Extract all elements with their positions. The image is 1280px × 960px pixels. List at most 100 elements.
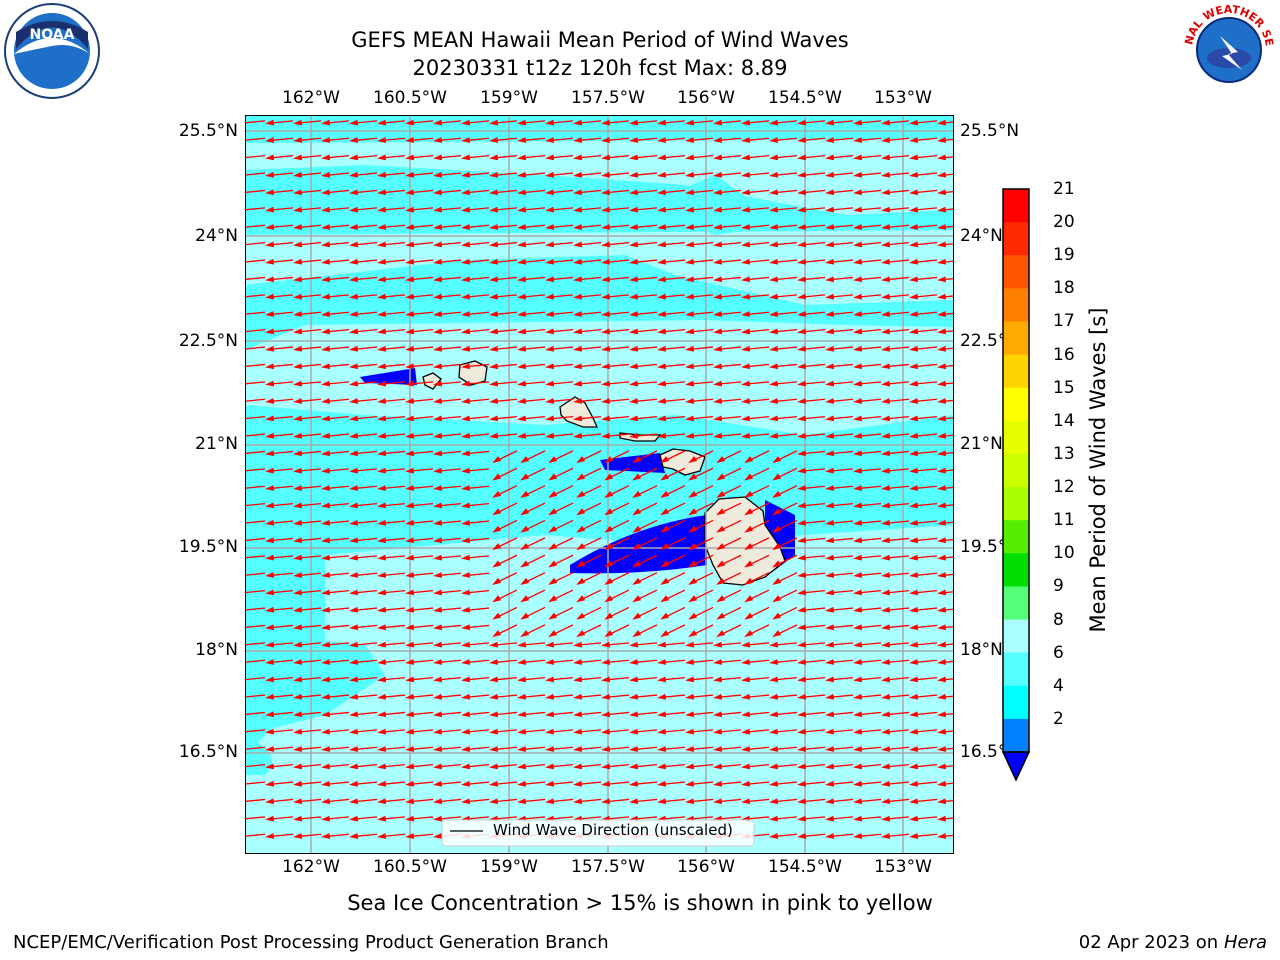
direction-arrowhead xyxy=(716,577,726,585)
direction-arrow xyxy=(245,659,266,663)
colorbar-block xyxy=(1003,718,1029,753)
direction-arrowhead xyxy=(293,189,303,196)
direction-arrow xyxy=(245,711,266,716)
direction-arrowhead xyxy=(517,659,527,665)
direction-arrowhead xyxy=(489,171,499,178)
direction-arrowhead xyxy=(573,398,583,404)
direction-arrowhead xyxy=(461,624,471,631)
colorbar-block xyxy=(1003,255,1029,289)
lon-tick-top: 154.5°W xyxy=(768,88,842,108)
direction-arrowhead xyxy=(909,537,919,544)
direction-arrowhead xyxy=(377,241,387,248)
direction-arrowhead xyxy=(685,154,695,161)
direction-arrowhead xyxy=(797,467,807,474)
direction-arrowhead xyxy=(797,641,807,648)
direction-arrowhead xyxy=(769,693,779,700)
direction-arrowhead xyxy=(937,345,947,352)
direction-arrowhead xyxy=(937,398,947,404)
direction-arrowhead xyxy=(489,189,499,196)
direction-arrowhead xyxy=(772,490,782,498)
direction-arrowhead xyxy=(909,345,919,352)
direction-arrowhead xyxy=(881,815,891,822)
direction-arrowhead xyxy=(517,363,527,370)
direction-arrowhead xyxy=(657,746,667,752)
direction-arrowhead xyxy=(909,711,919,718)
direction-arrowhead xyxy=(349,728,359,735)
direction-arrowhead xyxy=(629,258,639,265)
colorbar-block xyxy=(1003,189,1029,223)
direction-arrowhead xyxy=(632,473,642,481)
direction-arrowhead xyxy=(657,276,667,283)
direction-arrowhead xyxy=(321,624,331,631)
direction-arrowhead xyxy=(545,171,555,178)
direction-arrowhead xyxy=(660,630,670,638)
direction-arrow xyxy=(245,120,266,124)
direction-arrowhead xyxy=(744,630,754,638)
direction-arrowhead xyxy=(405,206,415,213)
direction-arrowhead xyxy=(825,276,835,283)
direction-arrowhead xyxy=(741,641,751,648)
direction-arrowhead xyxy=(881,746,891,752)
direction-arrow xyxy=(245,276,266,281)
direction-arrowhead xyxy=(433,485,443,491)
direction-arrowhead xyxy=(769,833,779,839)
direction-arrowhead xyxy=(433,780,443,787)
direction-arrowhead xyxy=(881,224,891,230)
direction-arrowhead xyxy=(769,746,779,752)
direction-arrowhead xyxy=(405,432,415,439)
direction-arrowhead xyxy=(293,485,303,491)
direction-arrowhead xyxy=(937,833,947,839)
direction-arrowhead xyxy=(405,572,415,578)
lon-tick-top: 162°W xyxy=(282,88,340,108)
direction-arrowhead xyxy=(492,456,502,464)
direction-arrowhead xyxy=(321,276,331,283)
direction-arrowhead xyxy=(825,450,835,457)
direction-arrowhead xyxy=(461,728,471,735)
direction-arrow xyxy=(245,694,266,698)
direction-arrowhead xyxy=(685,398,695,404)
direction-arrowhead xyxy=(853,641,863,648)
direction-arrowhead xyxy=(377,415,387,422)
direction-arrow xyxy=(245,259,266,263)
direction-arrowhead xyxy=(909,171,919,178)
direction-arrowhead xyxy=(825,137,835,143)
colorbar-block xyxy=(1003,222,1029,256)
direction-arrowhead xyxy=(461,798,471,805)
direction-arrowhead xyxy=(461,554,471,561)
direction-arrowhead xyxy=(517,154,527,161)
direction-arrowhead xyxy=(489,328,499,335)
direction-arrowhead xyxy=(377,693,387,700)
direction-arrowhead xyxy=(853,502,863,509)
direction-arrowhead xyxy=(461,467,471,474)
direction-arrowhead xyxy=(377,833,387,839)
direction-arrowhead xyxy=(881,728,891,735)
direction-arrowhead xyxy=(489,276,499,283)
direction-arrowhead xyxy=(321,502,331,509)
direction-arrowhead xyxy=(660,577,670,585)
direction-arrowhead xyxy=(688,577,698,585)
direction-arrowhead xyxy=(433,833,443,839)
direction-arrowhead xyxy=(601,293,611,300)
direction-arrowhead xyxy=(293,258,303,265)
direction-arrowhead xyxy=(909,450,919,457)
colorbar xyxy=(1001,188,1031,782)
direction-arrowhead xyxy=(688,612,698,620)
direction-arrowhead xyxy=(433,606,443,613)
direction-arrowhead xyxy=(265,485,275,491)
direction-arrowhead xyxy=(909,833,919,839)
direction-arrowhead xyxy=(601,746,611,752)
direction-arrowhead xyxy=(601,206,611,213)
direction-arrowhead xyxy=(937,641,947,648)
direction-arrowhead xyxy=(853,519,863,526)
direction-arrowhead xyxy=(489,746,499,752)
direction-arrowhead xyxy=(517,763,527,770)
direction-arrowhead xyxy=(629,137,639,143)
direction-arrowhead xyxy=(713,798,723,805)
direction-arrowhead xyxy=(489,728,499,735)
direction-arrowhead xyxy=(797,311,807,317)
direction-arrowhead xyxy=(744,595,754,603)
direction-arrowhead xyxy=(881,137,891,143)
direction-arrowhead xyxy=(293,363,303,370)
direction-arrow xyxy=(245,294,266,298)
direction-arrowhead xyxy=(545,432,555,439)
